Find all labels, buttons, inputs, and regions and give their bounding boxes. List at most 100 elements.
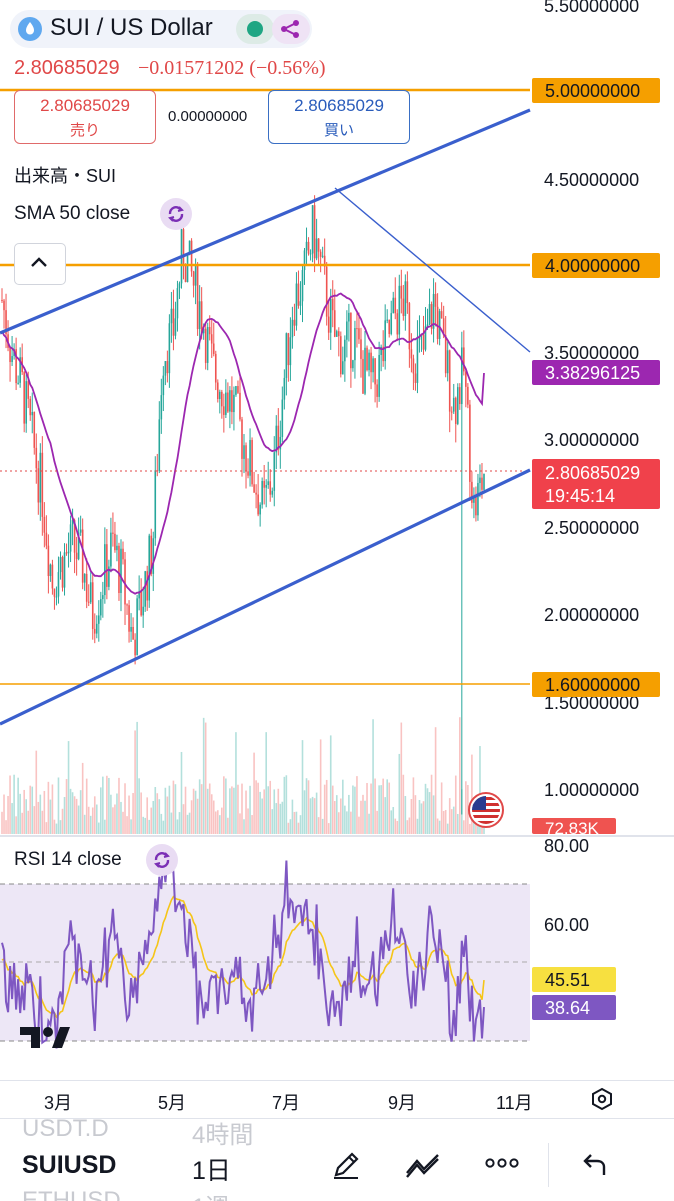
- volume-bar: [13, 774, 15, 834]
- interval-selector[interactable]: 1日: [192, 1157, 231, 1185]
- candle-body: [65, 552, 68, 554]
- volume-bar: [208, 783, 211, 834]
- price-tick: 2.00000000: [544, 605, 639, 625]
- status-button[interactable]: [236, 14, 274, 44]
- candle-body: [279, 436, 282, 450]
- volume-bar: [241, 783, 243, 834]
- badge-4-text: 4.00000000: [545, 256, 640, 276]
- candle-body: [116, 545, 118, 551]
- sma-indicator-label[interactable]: SMA 50 close: [14, 203, 131, 224]
- candle-body: [152, 538, 155, 574]
- collapse-button[interactable]: [14, 243, 66, 285]
- volume-bar: [237, 784, 239, 834]
- volume-bar: [190, 800, 193, 834]
- share-button[interactable]: [272, 14, 310, 44]
- candle-body: [315, 238, 318, 259]
- rsi-line: [1, 856, 485, 1049]
- volume-bar: [3, 794, 5, 834]
- price-axis[interactable]: 5.50000000 4.50000000 3.50000000 3.00000…: [532, 0, 660, 838]
- candle-body: [77, 532, 80, 560]
- volume-bar: [154, 787, 157, 834]
- candle-body: [366, 347, 368, 371]
- volume-bar: [380, 785, 382, 834]
- candle-body: [104, 544, 106, 596]
- volume-bar: [156, 793, 159, 834]
- candle-body: [372, 358, 374, 373]
- rsi-reload-button[interactable]: [146, 844, 178, 876]
- volume-bar: [55, 823, 58, 834]
- candle-body: [400, 285, 403, 299]
- volume-bar: [108, 777, 110, 834]
- candle-body: [229, 390, 231, 412]
- volume-bar: [11, 803, 13, 834]
- price-tick: 1.50000000: [544, 693, 639, 713]
- time-axis[interactable]: 3月 5月 7月 9月 11月: [0, 1080, 674, 1119]
- badge-rsi: [532, 995, 616, 1020]
- volume-bar: [469, 823, 471, 834]
- volume-bar: [430, 774, 433, 834]
- volume-bar: [257, 782, 259, 834]
- candle-body: [289, 337, 292, 366]
- candle-body: [444, 335, 447, 374]
- bottom-toolbar: USDT.D 4時間 SUIUSD 1日 ETHUSD 1週: [0, 1118, 674, 1201]
- candle-body: [219, 391, 221, 400]
- rsi-tick: 80.00: [544, 836, 589, 856]
- volume-bar: [281, 801, 284, 834]
- candle-body: [237, 386, 239, 393]
- candle-body: [398, 285, 401, 335]
- volume-bar: [116, 793, 118, 834]
- price-tick: 3.00000000: [544, 430, 639, 450]
- volume-bar: [152, 800, 155, 834]
- volume-bar: [370, 783, 372, 834]
- buy-button[interactable]: [268, 90, 410, 144]
- candle-body: [257, 494, 259, 515]
- candle-body: [309, 253, 312, 255]
- volume-bar: [239, 813, 241, 834]
- volume-bar: [277, 788, 280, 834]
- volume-bar: [321, 818, 324, 834]
- candle-body: [136, 598, 138, 656]
- candle-body: [51, 564, 54, 589]
- candle-body: [49, 564, 52, 577]
- candle-body: [426, 324, 429, 327]
- volume-bar: [400, 722, 403, 834]
- volume-bar: [221, 807, 223, 834]
- us-flag-icon[interactable]: [468, 792, 504, 828]
- price-chart[interactable]: 5.50000000 4.50000000 3.50000000 3.00000…: [0, 0, 674, 1080]
- candle-body: [146, 571, 149, 601]
- candle-body: [158, 419, 161, 471]
- volume-bar: [438, 820, 441, 834]
- volume-indicator-label[interactable]: 出来高・SUI: [14, 166, 117, 186]
- candle-body: [261, 481, 263, 505]
- volume-bar: [340, 798, 342, 834]
- volume-bar: [477, 823, 479, 834]
- volume-bar: [198, 779, 201, 834]
- candle-body: [348, 312, 350, 322]
- symbol-selector[interactable]: SUIUSD: [22, 1151, 117, 1179]
- candle-body: [67, 551, 70, 554]
- candle-body: [126, 604, 128, 606]
- volume-bar: [378, 785, 380, 834]
- volume-bar: [263, 789, 265, 834]
- badge-1-6-text: 1.60000000: [545, 675, 640, 695]
- candle-body: [87, 601, 90, 603]
- candle-body: [253, 484, 255, 493]
- volume-bar: [132, 793, 134, 834]
- candle-body: [225, 392, 227, 415]
- candle-body: [214, 353, 217, 383]
- candle-body: [319, 251, 322, 257]
- candle-body: [454, 397, 457, 424]
- volume-bar: [178, 812, 181, 834]
- sma-reload-button[interactable]: [160, 198, 192, 230]
- volume-bars: [1, 717, 485, 834]
- volume-bar: [63, 797, 66, 834]
- volume-bar: [122, 811, 124, 834]
- rsi-indicator-label[interactable]: RSI 14 close: [14, 849, 122, 870]
- candle-body: [11, 356, 13, 363]
- volume-bar: [299, 815, 302, 834]
- candle-body: [194, 264, 197, 286]
- volume-bar: [432, 795, 435, 834]
- badge-price-text: 2.80685029: [545, 463, 640, 483]
- volume-bar: [162, 820, 165, 834]
- sell-button[interactable]: [14, 90, 156, 144]
